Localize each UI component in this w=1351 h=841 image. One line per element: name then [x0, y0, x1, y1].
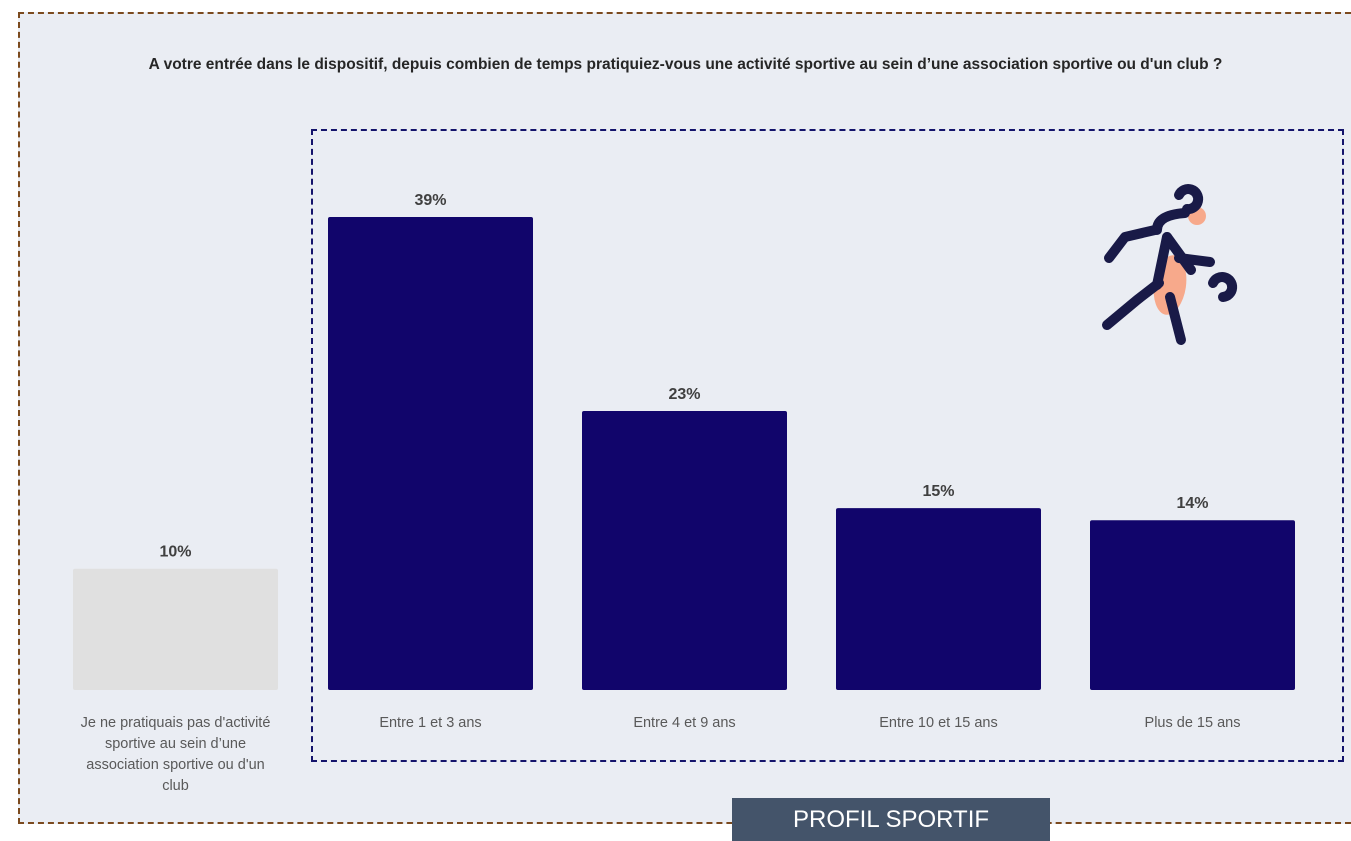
category-label: Entre 4 et 9 ans	[633, 715, 735, 731]
bar	[73, 568, 278, 690]
category-label: Je ne pratiquais pas d'activité sportive …	[81, 715, 271, 794]
bar-value-label: 14%	[1176, 495, 1208, 512]
highlight-box	[311, 129, 1344, 762]
bar-value-label: 23%	[668, 386, 700, 403]
bar-value-label: 39%	[414, 192, 446, 209]
athlete-icon	[1102, 184, 1238, 345]
footer-label: PROFIL SPORTIF	[732, 798, 1050, 841]
category-label: Plus de 15 ans	[1145, 715, 1241, 731]
bar	[582, 411, 787, 690]
bar-value-label: 10%	[159, 544, 191, 561]
bar-value-label: 15%	[922, 483, 954, 500]
category-label: Entre 10 et 15 ans	[879, 715, 998, 731]
chart-title: A votre entrée dans le dispositif, depui…	[148, 56, 1223, 73]
bar	[836, 508, 1041, 690]
category-label: Entre 1 et 3 ans	[379, 715, 481, 731]
bar	[328, 217, 533, 690]
bar	[1090, 520, 1295, 690]
